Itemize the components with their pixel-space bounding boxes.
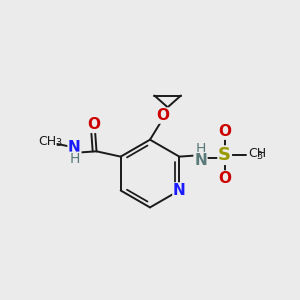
Text: O: O (218, 171, 231, 186)
Text: S: S (218, 146, 231, 164)
Text: H: H (195, 142, 206, 156)
Text: CH: CH (38, 135, 56, 148)
Text: 3: 3 (55, 138, 61, 148)
Text: N: N (173, 183, 186, 198)
Text: O: O (218, 124, 231, 139)
Text: N: N (68, 140, 81, 155)
Text: O: O (156, 108, 169, 123)
Text: CH: CH (248, 147, 266, 160)
Text: N: N (194, 153, 207, 168)
Text: O: O (87, 117, 100, 132)
Text: 3: 3 (256, 151, 262, 161)
Text: H: H (69, 152, 80, 166)
